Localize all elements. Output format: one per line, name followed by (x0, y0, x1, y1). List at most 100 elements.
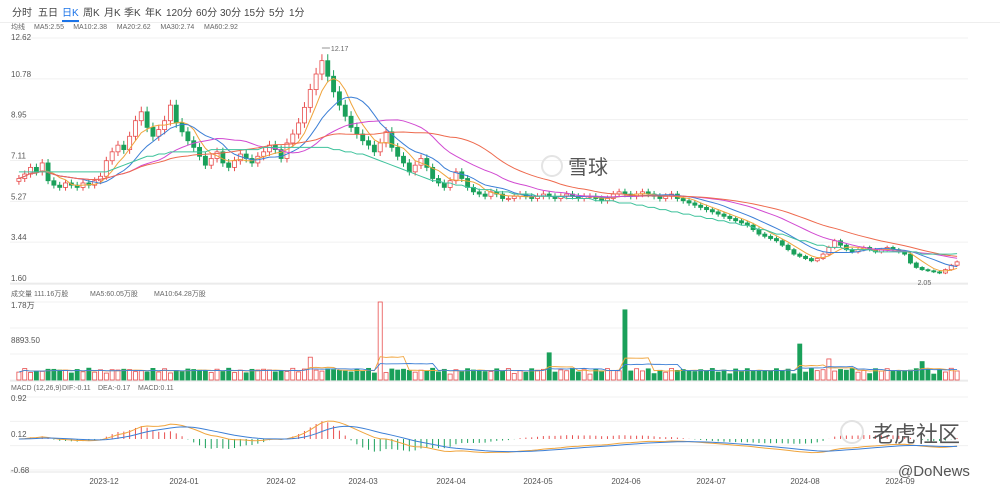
tab-11[interactable]: 5分 (269, 8, 285, 19)
volume-bar (791, 373, 797, 381)
x-tick-label: 2024-07 (696, 477, 726, 486)
ma5-line (18, 77, 958, 272)
candle (803, 255, 809, 259)
candle (307, 89, 313, 108)
volume-bar (45, 368, 51, 381)
volume-bar (855, 371, 861, 381)
candle (797, 253, 803, 257)
volume-bar (704, 370, 709, 381)
x-tick-label: 2024-01 (169, 477, 199, 486)
candle (133, 120, 138, 137)
volume-bar (243, 372, 249, 381)
tab-4[interactable]: 月K (104, 8, 121, 19)
candle (278, 149, 284, 159)
volume-bar (167, 372, 173, 381)
tab-7[interactable]: 120分 (166, 8, 193, 19)
volume-bar (849, 368, 855, 381)
volume-bar (634, 368, 640, 381)
candle (727, 215, 733, 219)
candle (115, 144, 121, 153)
candle (261, 151, 267, 157)
tab-12[interactable]: 1分 (289, 8, 305, 19)
candle (179, 122, 185, 133)
candle (826, 247, 832, 255)
candle (121, 144, 127, 151)
ma-legend-item: MA10:2.38 (73, 24, 107, 31)
volume-bar (535, 369, 540, 381)
volume-bar (517, 370, 523, 381)
volume-bar (63, 369, 68, 381)
dif-line (18, 420, 958, 454)
candle (202, 155, 208, 166)
candle (290, 133, 296, 144)
volume-bar (208, 372, 214, 381)
candle (109, 151, 115, 162)
tab-9[interactable]: 30分 (220, 8, 242, 19)
candle (733, 218, 739, 222)
volume-ma10-line (18, 363, 958, 373)
volume-bar (814, 370, 820, 381)
volume-bar (191, 369, 197, 381)
candle (51, 180, 57, 186)
volume-bar (115, 369, 121, 381)
volume-bar (86, 367, 92, 381)
volume-bar (552, 371, 558, 381)
volume-bar (453, 369, 459, 381)
volume-bar (476, 370, 482, 381)
candle (698, 204, 704, 208)
volume-bar (540, 368, 546, 381)
tab-5[interactable]: 季K (124, 8, 141, 19)
macd-legend-macd: MACD:0.11 (138, 385, 174, 392)
ma-legend-item: MA20:2.62 (117, 24, 151, 31)
volume-bar (674, 369, 680, 381)
volume-bar (389, 368, 395, 381)
tab-1[interactable]: 五日 (38, 8, 58, 19)
volume-bar (220, 371, 226, 381)
volume-bar (74, 369, 80, 381)
tab-0[interactable]: 分时 (12, 8, 32, 19)
volume-bar (202, 370, 208, 381)
volume-bar (686, 370, 692, 381)
volume-bar (360, 370, 366, 381)
candle (63, 182, 68, 188)
volume-bar (884, 368, 890, 381)
volume-bar (797, 343, 803, 381)
volume-bar (622, 309, 628, 381)
volume-bar (197, 369, 202, 381)
volume-bar (133, 371, 138, 381)
candle (721, 213, 727, 217)
volume-bar (430, 367, 436, 381)
volume-bar (255, 369, 261, 381)
volume-bar (401, 368, 406, 381)
volume-bar (150, 368, 156, 381)
candle (739, 220, 744, 224)
candle (482, 193, 488, 197)
candle (814, 258, 820, 262)
price-tick-label: 7.11 (11, 152, 27, 161)
volume-bar (127, 369, 133, 381)
tab-10[interactable]: 15分 (244, 8, 266, 19)
peak-annotation: 12.17 (331, 46, 349, 53)
x-tick-label: 2024-03 (348, 477, 378, 486)
tab-2[interactable]: 日K (62, 4, 79, 22)
candle (441, 182, 447, 188)
tab-6[interactable]: 年K (145, 8, 162, 19)
volume-bar (820, 369, 826, 381)
candle (348, 115, 354, 128)
tab-3[interactable]: 周K (83, 8, 100, 19)
volume-bar (529, 368, 535, 381)
price-tick-label: 3.44 (11, 233, 27, 242)
volume-tick-label: 8893.50 (11, 336, 40, 345)
candle (336, 91, 342, 106)
candle (657, 195, 663, 199)
volume-bar (366, 367, 371, 381)
volume-bar (98, 369, 103, 381)
tab-8[interactable]: 60分 (196, 8, 218, 19)
volume-bar (645, 368, 651, 381)
candle (838, 240, 843, 246)
volume-bar (144, 371, 150, 381)
volume-bar (564, 370, 570, 381)
price-tick-label: 10.78 (11, 70, 32, 79)
